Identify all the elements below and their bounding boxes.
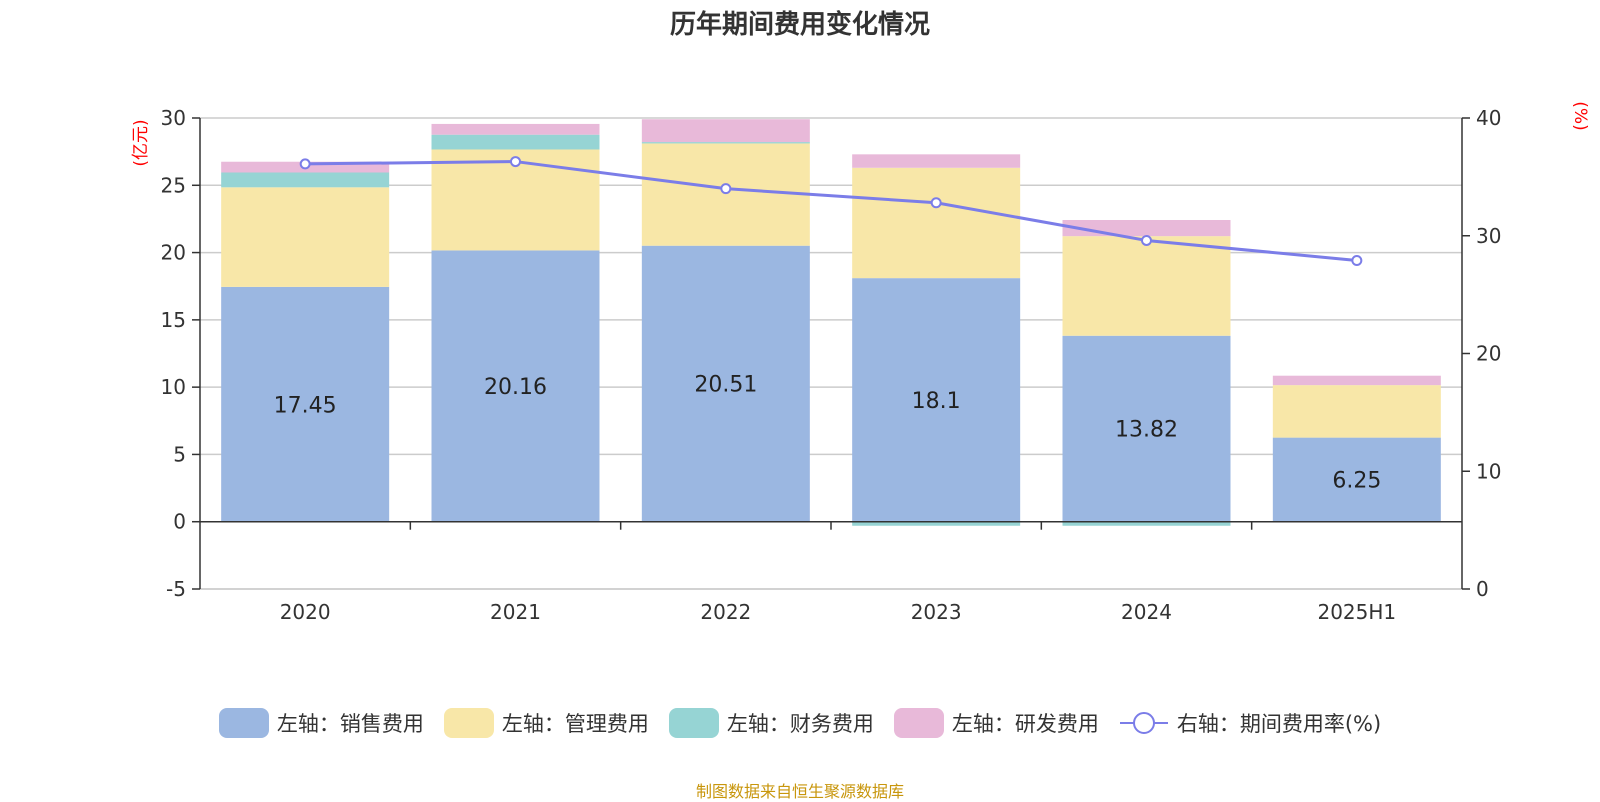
right-axis-tick-label: 30 xyxy=(1476,224,1501,248)
legend-label-admin: 左轴：管理费用 xyxy=(501,712,649,736)
x-axis-category-label: 2023 xyxy=(911,600,962,624)
left-axis-unit: (亿元) xyxy=(131,119,151,166)
legend-label-rd: 左轴：研发费用 xyxy=(951,712,1099,736)
legend-label-sales: 左轴：销售费用 xyxy=(276,712,424,736)
right-axis-tick-label: 10 xyxy=(1476,459,1501,483)
bar-segment[interactable] xyxy=(1062,521,1231,526)
bar-segment[interactable] xyxy=(1272,437,1441,522)
legend: 左轴：销售费用 左轴：管理费用 左轴：财务费用 左轴：研发费用 右轴：期间费用率… xyxy=(0,706,1600,740)
x-axis-category-label: 2020 xyxy=(280,600,331,624)
legend-swatch-finance xyxy=(668,708,719,738)
bar-segment[interactable] xyxy=(1062,220,1231,237)
legend-swatch-rd xyxy=(893,708,944,738)
legend-item-rd[interactable]: 左轴：研发费用 xyxy=(893,708,1099,738)
left-axis-tick-label: 15 xyxy=(161,308,186,332)
bar-value-label: 6.25 xyxy=(1332,469,1381,494)
bar-segment[interactable] xyxy=(1272,375,1441,386)
bar-value-label: 13.82 xyxy=(1115,418,1178,443)
bar-value-label: 20.51 xyxy=(694,373,757,398)
grid-lines xyxy=(200,117,1462,590)
left-axis-tick-label: 30 xyxy=(161,106,186,130)
bar-segment[interactable] xyxy=(221,172,390,188)
bar-value-label: 20.16 xyxy=(484,375,547,400)
left-axis-tick-label: 20 xyxy=(161,241,186,265)
rate-point[interactable] xyxy=(1351,254,1363,266)
rate-point[interactable] xyxy=(720,183,732,195)
legend-item-rate[interactable]: 右轴：期间费用率(%) xyxy=(1119,708,1381,738)
legend-item-admin[interactable]: 左轴：管理费用 xyxy=(443,708,649,738)
legend-label-rate: 右轴：期间费用率(%) xyxy=(1176,712,1382,736)
bar-segment[interactable] xyxy=(221,187,390,287)
rate-point[interactable] xyxy=(299,158,311,170)
right-axis-unit: (%) xyxy=(1570,101,1590,130)
rate-line xyxy=(305,160,1357,262)
bar-segment[interactable] xyxy=(852,521,1021,526)
rate-point[interactable] xyxy=(930,197,942,209)
legend-label-finance: 左轴：财务费用 xyxy=(726,712,874,736)
x-axis-category-label: 2022 xyxy=(700,600,751,624)
bar-segment[interactable] xyxy=(641,245,810,522)
rate-point[interactable] xyxy=(1141,234,1152,246)
x-axis-category-label: 2024 xyxy=(1121,600,1172,624)
right-axis-tick-label: 40 xyxy=(1476,106,1501,130)
bar-segment[interactable] xyxy=(641,119,810,143)
bars-group xyxy=(221,119,1441,526)
rate-point[interactable] xyxy=(510,156,521,168)
bar-segment[interactable] xyxy=(1272,385,1441,438)
left-axis-tick-label: 25 xyxy=(161,173,186,197)
bar-segment[interactable] xyxy=(641,143,810,246)
chart-title: 历年期间费用变化情况 xyxy=(670,9,930,40)
legend-swatch-admin xyxy=(443,708,494,738)
left-axis-tick-label: -5 xyxy=(166,577,186,601)
bar-segment[interactable] xyxy=(1062,335,1231,522)
bar-segment[interactable] xyxy=(1062,236,1231,336)
rate-line-group xyxy=(299,156,1363,266)
x-axis-category-label: 2021 xyxy=(490,600,541,624)
legend-item-sales[interactable]: 左轴：销售费用 xyxy=(218,708,424,738)
bar-labels-group: 17.45 20.16 20.51 18.1 13.82 6.25 xyxy=(274,373,1382,494)
bar-segment[interactable] xyxy=(431,250,600,522)
bar-value-label: 18.1 xyxy=(912,389,961,414)
axes-group: 30 25 20 15 10 5 0 -5 40 30 20 10 0 2020 2021 2022 2023 2… xyxy=(161,106,1502,624)
bar-segment[interactable] xyxy=(852,167,1021,279)
right-axis-tick-label: 0 xyxy=(1476,577,1489,601)
bar-segment[interactable] xyxy=(641,142,810,144)
bar-segment[interactable] xyxy=(852,278,1021,522)
bar-value-label: 17.45 xyxy=(274,393,337,418)
legend-swatch-sales xyxy=(218,708,269,738)
x-axis-category-label: 2025H1 xyxy=(1317,600,1396,624)
left-axis-tick-label: 5 xyxy=(173,442,186,466)
bar-segment[interactable] xyxy=(431,134,600,150)
bar-segment[interactable] xyxy=(431,123,600,135)
left-axis-tick-label: 0 xyxy=(173,510,186,534)
left-axis-tick-label: 10 xyxy=(161,375,186,399)
legend-line-marker-icon xyxy=(1119,712,1168,734)
bar-segment[interactable] xyxy=(221,286,390,522)
source-note: 制图数据来自恒生聚源数据库 xyxy=(695,782,904,801)
legend-item-finance[interactable]: 左轴：财务费用 xyxy=(668,708,874,738)
bar-segment[interactable] xyxy=(852,154,1021,168)
right-axis-tick-label: 20 xyxy=(1476,342,1501,366)
